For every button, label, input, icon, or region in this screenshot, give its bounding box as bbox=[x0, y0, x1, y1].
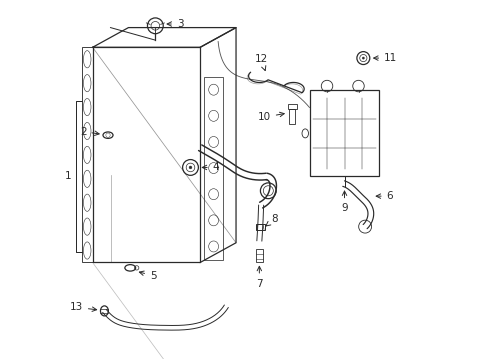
Bar bbox=[288, 104, 296, 109]
Text: 13: 13 bbox=[70, 302, 97, 312]
Text: 6: 6 bbox=[376, 191, 393, 201]
Bar bbox=[290, 109, 295, 125]
Bar bbox=[93, 47, 200, 262]
Text: 2: 2 bbox=[80, 127, 99, 136]
Bar bbox=[256, 249, 263, 262]
Text: 7: 7 bbox=[256, 266, 263, 289]
Text: 1: 1 bbox=[65, 171, 72, 181]
Text: 3: 3 bbox=[167, 19, 183, 29]
Circle shape bbox=[189, 166, 192, 169]
Circle shape bbox=[362, 57, 365, 59]
Text: 4: 4 bbox=[202, 162, 220, 172]
Text: 9: 9 bbox=[341, 191, 348, 213]
Bar bbox=[310, 90, 379, 176]
Text: 8: 8 bbox=[266, 215, 277, 226]
Bar bbox=[256, 224, 265, 230]
Bar bbox=[82, 47, 93, 262]
Text: 12: 12 bbox=[254, 54, 268, 71]
Text: 10: 10 bbox=[258, 112, 284, 122]
Text: 11: 11 bbox=[374, 53, 397, 63]
Bar bbox=[204, 77, 223, 260]
Text: 5: 5 bbox=[139, 271, 157, 281]
